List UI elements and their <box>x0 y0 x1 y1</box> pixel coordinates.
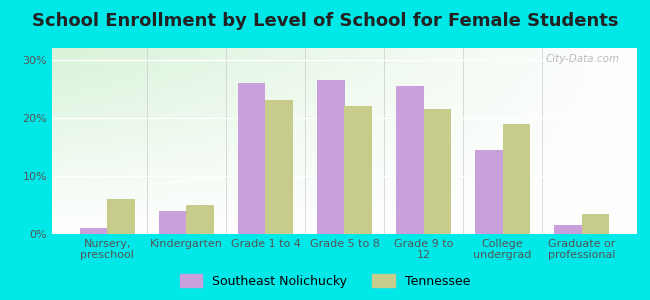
Bar <box>344 106 372 234</box>
Bar <box>80 228 107 234</box>
Text: City-Data.com: City-Data.com <box>545 54 619 64</box>
Bar <box>424 109 451 234</box>
Bar <box>238 83 265 234</box>
Bar <box>582 214 609 234</box>
Bar <box>317 80 345 234</box>
Bar <box>475 150 502 234</box>
Bar <box>107 199 135 234</box>
Bar <box>159 211 187 234</box>
Bar <box>554 225 582 234</box>
Legend: Southeast Nolichucky, Tennessee: Southeast Nolichucky, Tennessee <box>180 274 470 288</box>
Text: School Enrollment by Level of School for Female Students: School Enrollment by Level of School for… <box>32 12 618 30</box>
Bar <box>396 86 424 234</box>
Bar <box>502 124 530 234</box>
Bar <box>265 100 293 234</box>
Bar <box>187 205 214 234</box>
